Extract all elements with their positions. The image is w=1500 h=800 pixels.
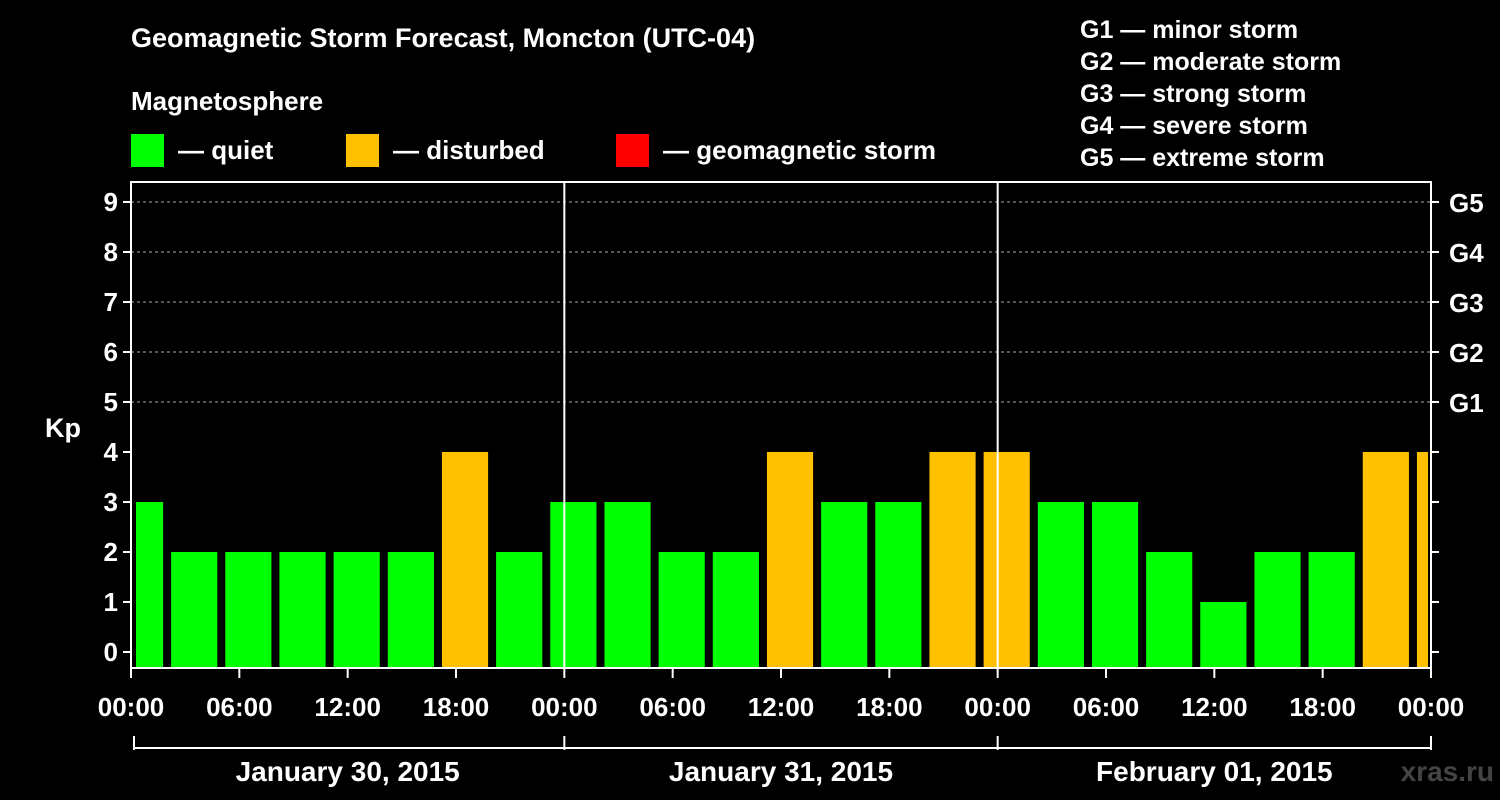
x-tick-label: 00:00	[964, 692, 1031, 722]
kp-bar	[712, 552, 759, 668]
x-tick-label: 12:00	[314, 692, 381, 722]
x-tick-label: 18:00	[856, 692, 923, 722]
kp-bar	[766, 452, 814, 668]
g-scale-axis-label: G3	[1449, 288, 1484, 318]
x-tick-label: 00:00	[98, 692, 165, 722]
y-tick-label: 8	[104, 237, 118, 267]
kp-bar	[929, 452, 976, 668]
y-axis-label: Kp	[45, 413, 81, 443]
kp-bar	[821, 502, 868, 668]
kp-bar	[983, 452, 1030, 668]
date-label: February 01, 2015	[1096, 756, 1333, 787]
g-scale-axis-label: G2	[1449, 338, 1484, 368]
kp-bar	[1362, 452, 1409, 668]
legend-swatch-quiet	[131, 133, 164, 167]
legend-label-disturbed: — disturbed	[393, 134, 545, 165]
g-scale-item-g1: G1 — minor storm	[1080, 16, 1299, 44]
y-tick-label: 5	[104, 387, 118, 417]
kp-bar	[387, 552, 434, 668]
x-tick-label: 12:00	[1181, 692, 1248, 722]
kp-bar	[1254, 552, 1301, 668]
g-scale-axis-label: G4	[1449, 238, 1484, 268]
g-scale-item-g5: G5 — extreme storm	[1080, 144, 1325, 172]
y-tick-label: 7	[104, 287, 118, 317]
kp-bar	[658, 552, 705, 668]
x-tick-label: 12:00	[748, 692, 815, 722]
g-scale-item-g4: G4 — severe storm	[1080, 112, 1308, 140]
kp-bar	[136, 502, 164, 668]
g-scale-axis-label: G1	[1449, 388, 1484, 418]
y-tick-label: 3	[104, 487, 118, 517]
kp-bar	[550, 502, 597, 668]
x-tick-label: 18:00	[1289, 692, 1356, 722]
kp-bar	[1091, 502, 1139, 668]
legend-item-storm: — geomagnetic storm	[616, 133, 936, 167]
kp-bar	[171, 552, 218, 668]
kp-bar	[1416, 452, 1428, 668]
legend-swatch-disturbed	[346, 133, 379, 167]
x-tick-label: 06:00	[1073, 692, 1140, 722]
kp-bar	[1146, 552, 1193, 668]
kp-bar	[604, 502, 651, 668]
kp-bar	[1308, 552, 1355, 668]
date-label: January 31, 2015	[669, 756, 893, 787]
g-scale-item-g2: G2 — moderate storm	[1080, 48, 1342, 76]
y-tick-label: 6	[104, 337, 118, 367]
kp-bar	[279, 552, 326, 668]
kp-bar	[496, 552, 543, 668]
x-tick-label: 06:00	[206, 692, 273, 722]
date-label: January 30, 2015	[236, 756, 460, 787]
kp-bar	[225, 552, 272, 668]
legend-item-disturbed: — disturbed	[346, 133, 545, 167]
legend-label-storm: — geomagnetic storm	[663, 134, 937, 165]
y-tick-label: 9	[104, 187, 118, 217]
y-tick-label: 4	[104, 437, 119, 467]
y-tick-label: 0	[104, 637, 118, 667]
x-tick-label: 00:00	[1398, 692, 1465, 722]
magnetosphere-label: Magnetosphere	[131, 86, 324, 116]
x-tick-label: 06:00	[639, 692, 706, 722]
kp-bar	[875, 502, 922, 668]
y-tick-label: 2	[104, 537, 118, 567]
legend-label-quiet: — quiet	[178, 134, 274, 165]
x-tick-label: 18:00	[423, 692, 490, 722]
watermark: xras.ru	[1400, 756, 1494, 787]
legend-item-quiet: — quiet	[131, 133, 273, 167]
y-tick-label: 1	[104, 587, 118, 617]
kp-bar	[1037, 502, 1084, 668]
g-scale-legend: G1 — minor storm G2 — moderate storm G3 …	[1080, 14, 1341, 174]
kp-bar	[441, 452, 489, 668]
kp-bar	[1200, 602, 1247, 668]
x-tick-label: 00:00	[531, 692, 598, 722]
g-scale-axis-label: G5	[1449, 188, 1484, 218]
g-scale-item-g3: G3 — strong storm	[1080, 80, 1307, 108]
legend-swatch-storm	[616, 133, 649, 167]
chart-title: Geomagnetic Storm Forecast, Moncton (UTC…	[131, 23, 756, 53]
kp-bar	[333, 552, 380, 668]
